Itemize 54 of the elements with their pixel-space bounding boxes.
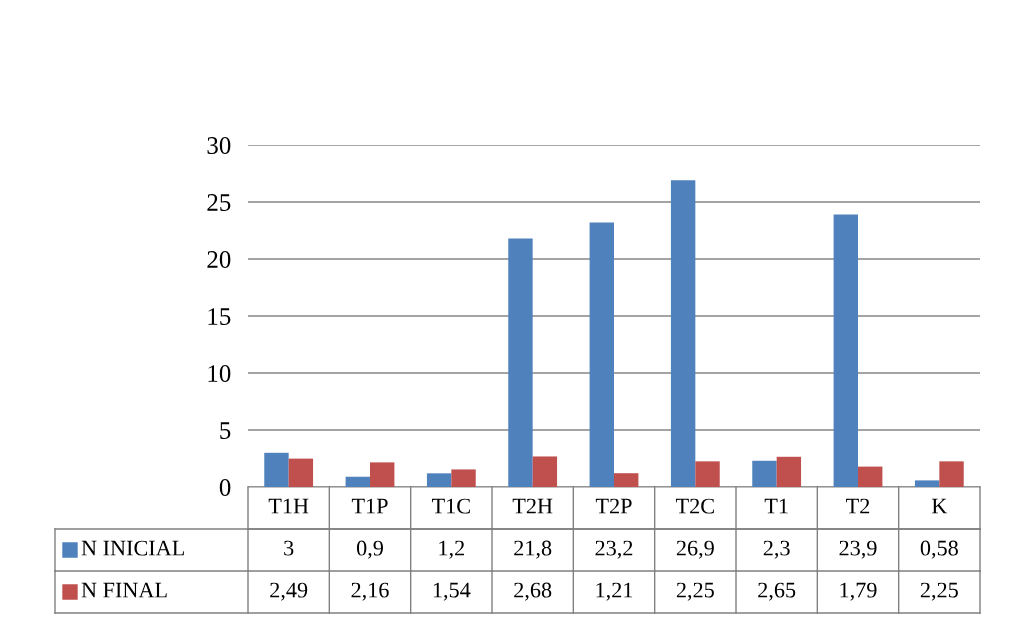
y-tick-label: 20 (207, 251, 231, 268)
x-tick-label: T2C (675, 498, 714, 514)
bar (752, 460, 777, 487)
data-label: 1,79 (840, 582, 877, 601)
legend-label: N FINAL (81, 582, 167, 598)
bar (914, 480, 940, 487)
y-tick-label: 25 (207, 194, 231, 211)
data-label: 1,54 (433, 582, 471, 601)
data-label: 1,21 (596, 582, 633, 601)
bar (695, 461, 720, 487)
data-label: 2,25 (920, 582, 958, 601)
data-label: 2,25 (676, 582, 714, 601)
bar (370, 462, 395, 487)
data-label: 1,2 (439, 540, 464, 559)
legend-label: N INICIAL (81, 540, 184, 556)
y-tick-label: 10 (208, 365, 231, 382)
data-label: 21,8 (514, 540, 552, 559)
y-tick-label: 5 (220, 422, 231, 439)
y-tick-label: 0 (219, 479, 231, 496)
y-tick-label: 30 (207, 137, 231, 154)
x-tick-label: T2 (846, 498, 870, 514)
data-label: 0,58 (920, 540, 958, 559)
bar (670, 180, 696, 487)
data-label: 0,9 (356, 540, 383, 559)
bar (264, 452, 289, 487)
data-label: 2,16 (351, 582, 389, 601)
x-tick-label: T1P (351, 498, 388, 514)
bar (426, 473, 452, 487)
bar (776, 456, 802, 487)
x-tick-label: T1 (764, 498, 788, 514)
bar (532, 456, 558, 487)
bar (614, 473, 639, 487)
data-label: 3 (284, 540, 294, 556)
x-tick-label: T2H (512, 498, 553, 514)
data-label: 2,68 (514, 582, 552, 601)
bar (288, 458, 314, 487)
bar (451, 469, 476, 487)
data-label: 23,2 (595, 540, 633, 559)
x-tick-label: T2P (595, 498, 632, 514)
data-label: 23,9 (839, 540, 877, 559)
x-tick-label: T1C (431, 498, 470, 514)
bar (858, 466, 883, 487)
bar (508, 238, 533, 487)
data-label: 2,49 (270, 582, 308, 601)
bar (939, 461, 964, 487)
data-label: 26,9 (676, 540, 714, 559)
y-tick-label: 15 (208, 308, 231, 325)
bar (345, 476, 370, 487)
x-tick-label: T1H (268, 498, 309, 514)
x-tick-label: K (931, 498, 948, 514)
data-label: 2,3 (763, 540, 790, 559)
data-label: 2,65 (758, 582, 796, 601)
bar (589, 222, 614, 487)
bar (833, 214, 858, 487)
